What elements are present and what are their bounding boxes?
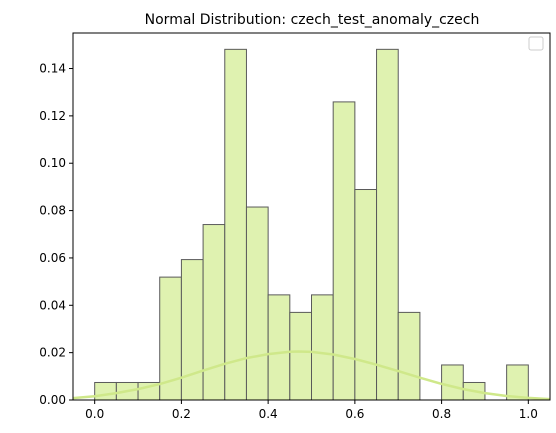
histogram-bar xyxy=(94,381,117,401)
legend-box xyxy=(528,36,544,51)
histogram-bar xyxy=(289,311,312,401)
x-tick-label: 1.0 xyxy=(519,407,538,421)
chart-title: Normal Distribution: czech_test_anomaly_… xyxy=(145,12,480,28)
y-tick-label: 0.04 xyxy=(39,298,66,312)
x-axis-ticks: 0.0 0.2 0.4 0.6 0.8 1.0 xyxy=(85,400,538,421)
y-tick-label: 0.14 xyxy=(39,62,66,76)
x-tick-label: 0.0 xyxy=(85,407,104,421)
histogram-bar xyxy=(376,48,399,401)
histogram-bar xyxy=(506,364,529,401)
histogram-bar xyxy=(224,48,247,401)
x-tick-label: 0.6 xyxy=(345,407,364,421)
y-axis-ticks: 0.00 0.02 0.04 0.06 0.08 0.10 0.12 0.14 xyxy=(39,62,73,407)
x-tick-label: 0.2 xyxy=(172,407,191,421)
x-tick-label: 0.4 xyxy=(259,407,278,421)
y-tick-label: 0.08 xyxy=(39,204,66,218)
y-tick-label: 0.12 xyxy=(39,109,66,123)
histogram-bar xyxy=(397,311,421,401)
histogram-bar xyxy=(180,259,204,401)
y-tick-label: 0.06 xyxy=(39,251,66,265)
histogram-bar xyxy=(441,364,464,401)
histogram-bar xyxy=(245,206,269,401)
y-tick-label: 0.10 xyxy=(39,156,66,170)
density-curve xyxy=(72,350,551,401)
histogram-bar xyxy=(311,294,334,401)
density-curve-line xyxy=(72,350,551,401)
histogram-bar xyxy=(354,189,378,401)
y-tick-label: 0.00 xyxy=(39,393,66,407)
histogram-bar xyxy=(202,224,226,401)
plot-frame xyxy=(72,32,551,401)
histogram-bars xyxy=(94,48,529,401)
histogram-bar xyxy=(267,294,291,401)
y-tick-label: 0.02 xyxy=(39,346,66,360)
x-tick-label: 0.8 xyxy=(432,407,451,421)
